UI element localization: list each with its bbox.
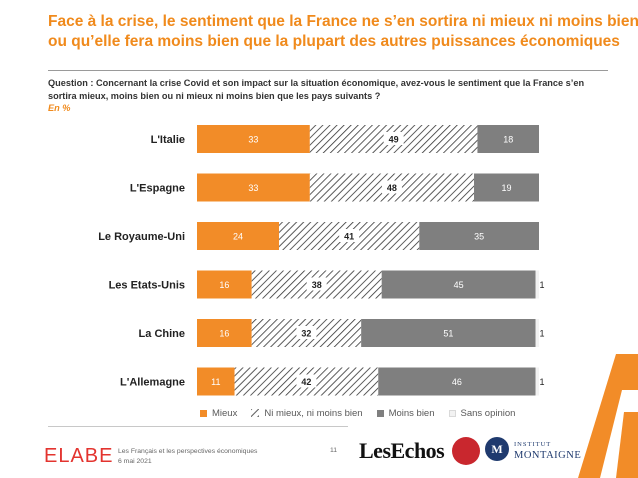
data-label-background [296,374,317,388]
data-label-ni-mieux: 38 [312,280,322,290]
legend-label-moins-bien: Moins bien [388,407,435,419]
legend-swatch-ni-mieux [251,409,260,417]
data-label-mieux: 16 [219,329,229,339]
bar-segment-mieux [197,270,252,299]
data-label-mieux: 33 [248,135,258,145]
bar-segment-moins-bien [378,367,536,396]
footer-study-date: 6 mai 2021 [118,458,152,465]
legend-swatch-sans-opinion [448,409,456,417]
data-label-moins-bien: 35 [474,232,484,242]
data-label-ni-mieux: 48 [387,183,397,193]
data-label-background [381,180,402,194]
legend-item-moins-bien: Moins bien [376,407,435,419]
category-label: Les Etats-Unis [109,280,185,292]
montaigne-label: MONTAIGNE [514,450,582,461]
bar-segment-mieux [197,173,310,202]
bar-segment-moins-bien [474,173,539,202]
data-label-mieux: 11 [211,377,220,387]
title-line-2: ou qu’elle fera moins bien que la plupar… [48,33,620,50]
data-label-ni-mieux: 41 [344,232,354,242]
title-divider [48,70,608,71]
elabe-logo: ELABE [44,445,114,467]
data-label-moins-bien: 51 [443,329,453,339]
data-label-sans-opinion: 1 [540,280,545,290]
data-label-ni-mieux: 42 [301,377,311,387]
legend-swatch-moins-bien [376,409,384,417]
data-label-mieux: 16 [219,280,229,290]
data-label-ni-mieux: 49 [389,135,399,145]
bar-segment-sans-opinion [535,367,539,396]
bar-segment-moins-bien [419,222,539,250]
legend-item-ni-mieux: Ni mieux, ni moins bien [251,407,363,419]
page-number: 11 [330,447,338,454]
data-label-sans-opinion: 1 [540,377,545,387]
bar-segment-mieux [197,222,280,250]
bar-segment-moins-bien [381,270,536,299]
bar-segment-mieux [197,319,252,347]
data-label-mieux: 24 [233,232,243,242]
data-label-sans-opinion: 1 [540,329,545,339]
category-label: L'Allemagne [120,377,185,389]
category-label: L'Italie [151,134,185,146]
data-label-background [306,277,327,291]
legend-item-mieux: Mieux [200,408,237,419]
institut-montaigne-mark-icon: M [485,437,509,461]
data-label-moins-bien: 45 [454,280,464,290]
unit-label: En % [48,103,71,113]
bar-segment-sans-opinion [535,270,539,299]
category-label: Le Royaume-Uni [98,231,185,243]
category-label: L'Espagne [130,183,185,195]
footer-study-info: Les Français et les perspectives économi… [118,447,257,467]
bar-segment-mieux [197,367,235,396]
data-label-background [296,326,317,339]
legend-label-mieux: Mieux [212,407,238,419]
data-label-background [339,229,360,242]
legend-item-sans-opinion: Sans opinion [448,407,516,419]
page-title: Face à la crise, le sentiment que la Fra… [48,12,638,52]
footer-study-title: Les Français et les perspectives économi… [118,448,258,455]
data-label-moins-bien: 46 [452,377,462,387]
data-label-moins-bien: 18 [503,135,513,145]
legend-label-ni-mieux: Ni mieux, ni moins bien [264,407,363,419]
bar-segment-sans-opinion [535,319,539,347]
decorative-triangle-logo [578,354,638,478]
category-label: La Chine [139,328,185,340]
partner-red-badge-logo [452,437,480,465]
bar-segment-moins-bien [477,125,539,153]
data-label-moins-bien: 19 [502,183,512,193]
question-text: Question : Concernant la crise Covid et … [48,78,585,101]
bar-segment-mieux [197,125,310,153]
institut-montaigne-logo: INSTITUT MONTAIGNE [514,439,581,461]
institut-label: INSTITUT [514,441,552,448]
data-label-mieux: 33 [248,183,258,193]
legend-label-sans-opinion: Sans opinion [460,407,516,419]
les-echos-logo: LesEchos [359,438,445,463]
data-label-ni-mieux: 32 [301,329,311,339]
data-label-background [383,132,404,145]
chart-legend: Mieux Ni mieux, ni moins bien Moins bien… [200,406,515,420]
bar-segment-moins-bien [361,319,536,347]
stacked-bar-chart: L'Italie 33 49 18 L'Espagne 33 48 19 Le Royaume-… [98,125,545,396]
title-line-1: Face à la crise, le sentiment que la Fra… [48,13,638,30]
legend-swatch-mieux [200,409,207,417]
footer-divider [48,426,348,427]
